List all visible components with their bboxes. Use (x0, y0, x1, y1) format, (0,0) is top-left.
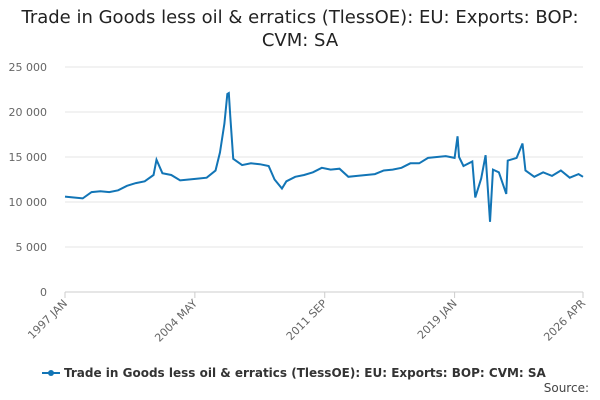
x-tick-label: 2019 JAN (415, 297, 460, 342)
x-tick-label: 2011 SEP (284, 297, 330, 343)
source: Source: (544, 381, 589, 395)
y-tick-label: 15 000 (9, 151, 48, 164)
y-tick-label: 25 000 (9, 61, 48, 74)
x-tick-label: 2026 APR (541, 297, 588, 344)
y-tick-label: 10 000 (9, 196, 48, 209)
x-tick-label: 1997 JAN (25, 297, 70, 342)
series-line (64, 91, 584, 222)
y-tick-label: 5 000 (16, 241, 48, 254)
legend-label: Trade in Goods less oil & erratics (Tles… (64, 366, 547, 380)
legend-marker (48, 370, 54, 376)
chart-title: Trade in Goods less oil & erratics (Tles… (21, 7, 579, 51)
x-tick-label: 2004 MAY (152, 297, 200, 345)
y-tick-label: 20 000 (9, 106, 48, 119)
y-tick-label: 0 (40, 286, 47, 299)
